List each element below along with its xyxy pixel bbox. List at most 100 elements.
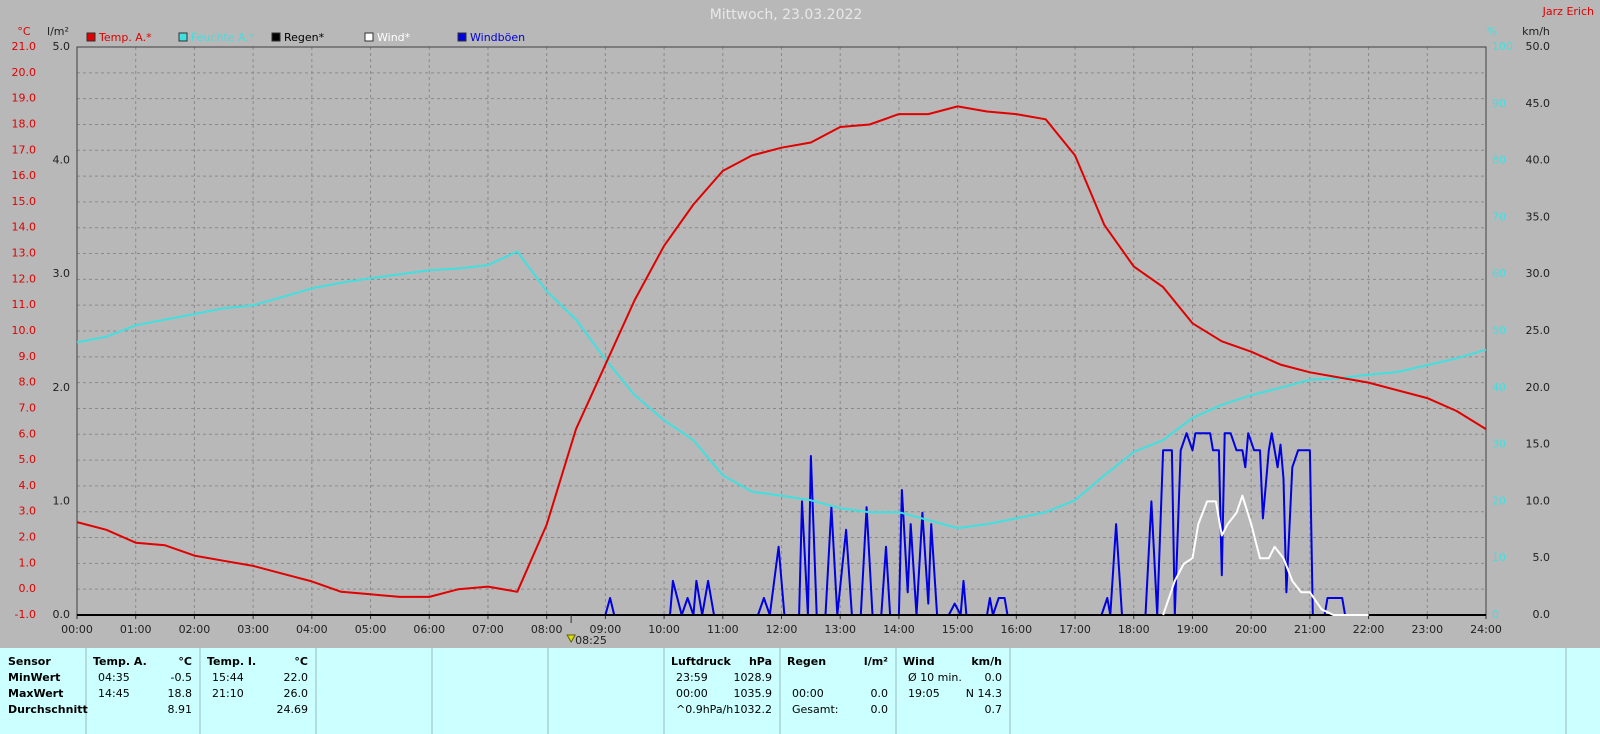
- y-tick-label: 5.0: [19, 453, 37, 466]
- y2-tick-label: 2.0: [53, 381, 71, 394]
- y-tick-label: 2.0: [19, 531, 37, 544]
- legend-label: Feuchte A.*: [191, 31, 255, 44]
- y3-tick-label: 80: [1492, 154, 1506, 167]
- y-tick-label: 15.0: [12, 195, 37, 208]
- y-tick-label: 18.0: [12, 117, 37, 130]
- x-tick-label: 16:00: [1000, 623, 1032, 636]
- y-tick-label: 6.0: [19, 427, 37, 440]
- stats-row-label: Durchschnitt: [8, 703, 88, 716]
- y-tick-label: 0.0: [19, 582, 37, 595]
- stats-time: 00:00: [792, 687, 824, 700]
- x-tick-label: 09:00: [590, 623, 622, 636]
- y-tick-label: 20.0: [12, 66, 37, 79]
- stats-value: N 14.3: [966, 687, 1002, 700]
- y3-tick-label: 20: [1492, 494, 1506, 507]
- y4-tick-label: 5.0: [1533, 551, 1551, 564]
- y2-tick-label: 4.0: [53, 154, 71, 167]
- y4-tick-label: 0.0: [1533, 608, 1551, 621]
- stats-panel-title: Luftdruck: [671, 655, 732, 668]
- stats-time: 21:10: [212, 687, 244, 700]
- y-tick-label: 7.0: [19, 401, 37, 414]
- stats-time: Ø 10 min.: [908, 671, 962, 684]
- y-tick-label: 21.0: [12, 40, 37, 53]
- y2-tick-label: 5.0: [53, 40, 71, 53]
- stats-panel-title: Wind: [903, 655, 935, 668]
- x-tick-label: 14:00: [883, 623, 915, 636]
- y4-unit: km/h: [1522, 25, 1550, 38]
- y4-tick-label: 20.0: [1526, 381, 1551, 394]
- stats-value: 24.69: [277, 703, 309, 716]
- y-tick-label: 1.0: [19, 556, 37, 569]
- stats-panel-title: Temp. I.: [207, 655, 256, 668]
- y3-tick-label: 0: [1492, 608, 1499, 621]
- stats-value: -0.5: [171, 671, 192, 684]
- x-tick-label: 00:00: [61, 623, 93, 636]
- y-tick-label: 11.0: [12, 298, 37, 311]
- x-tick-label: 15:00: [942, 623, 974, 636]
- series-line: [1162, 494, 1369, 616]
- y3-tick-label: 70: [1492, 210, 1506, 223]
- legend-swatch: [457, 32, 467, 42]
- x-tick-label: 06:00: [413, 623, 445, 636]
- time-marker-label: 08:25: [575, 634, 607, 647]
- y-tick-label: 16.0: [12, 169, 37, 182]
- y4-tick-label: 45.0: [1526, 97, 1551, 110]
- stats-time: 04:35: [98, 671, 130, 684]
- stats-value: 0.0: [871, 703, 889, 716]
- stats-value: 0.7: [985, 703, 1003, 716]
- author: Jarz Erich: [1542, 5, 1594, 18]
- stats-value: 18.8: [168, 687, 193, 700]
- stats-panel-unit: hPa: [749, 655, 772, 668]
- y2-tick-label: 1.0: [53, 494, 71, 507]
- y-tick-label: 8.0: [19, 376, 37, 389]
- legend-swatch: [86, 32, 96, 42]
- x-tick-label: 07:00: [472, 623, 504, 636]
- stats-value: 0.0: [871, 687, 889, 700]
- x-tick-label: 11:00: [707, 623, 739, 636]
- stats-value: 1028.9: [734, 671, 773, 684]
- y-tick-label: 9.0: [19, 350, 37, 363]
- series-line: [76, 250, 1487, 530]
- stats-time: Gesamt:: [792, 703, 839, 716]
- y-tick-label: 12.0: [12, 272, 37, 285]
- x-tick-label: 04:00: [296, 623, 328, 636]
- x-tick-label: 24:00: [1470, 623, 1502, 636]
- y4-tick-label: 30.0: [1526, 267, 1551, 280]
- stats-time: ^0.9hPa/h: [676, 703, 733, 716]
- stats-header: Sensor: [8, 655, 51, 668]
- y-unit: °C: [17, 25, 31, 38]
- y-tick-label: 10.0: [12, 324, 37, 337]
- x-tick-label: 18:00: [1118, 623, 1150, 636]
- stats-time: 14:45: [98, 687, 130, 700]
- stats-value: 0.0: [985, 671, 1003, 684]
- legend-swatch: [271, 32, 281, 42]
- stats-value: 1032.2: [734, 703, 773, 716]
- time-marker-icon: [566, 634, 576, 644]
- y2-tick-label: 0.0: [53, 608, 71, 621]
- y-tick-label: -1.0: [15, 608, 36, 621]
- stats-panel-unit: km/h: [971, 655, 1002, 668]
- x-tick-label: 23:00: [1411, 623, 1443, 636]
- stats-row-label: MaxWert: [8, 687, 63, 700]
- x-tick-label: 02:00: [179, 623, 211, 636]
- x-tick-label: 17:00: [1059, 623, 1091, 636]
- y4-tick-label: 10.0: [1526, 494, 1551, 507]
- x-tick-label: 22:00: [1353, 623, 1385, 636]
- y2-unit: l/m²: [47, 25, 69, 38]
- stats-panel-title: Temp. A.: [93, 655, 147, 668]
- stats-value: 1035.9: [734, 687, 773, 700]
- chart-title: Mittwoch, 23.03.2022: [710, 7, 863, 23]
- stats-time: 00:00: [676, 687, 708, 700]
- y4-tick-label: 40.0: [1526, 154, 1551, 167]
- x-tick-label: 10:00: [648, 623, 680, 636]
- y3-tick-label: 50: [1492, 324, 1506, 337]
- x-tick-label: 05:00: [355, 623, 387, 636]
- x-tick-label: 21:00: [1294, 623, 1326, 636]
- legend-swatch: [364, 32, 374, 42]
- stats-panel-unit: °C: [294, 655, 308, 668]
- stats-panel-unit: °C: [178, 655, 192, 668]
- x-tick-label: 08:00: [531, 623, 563, 636]
- stats-value: 8.91: [168, 703, 193, 716]
